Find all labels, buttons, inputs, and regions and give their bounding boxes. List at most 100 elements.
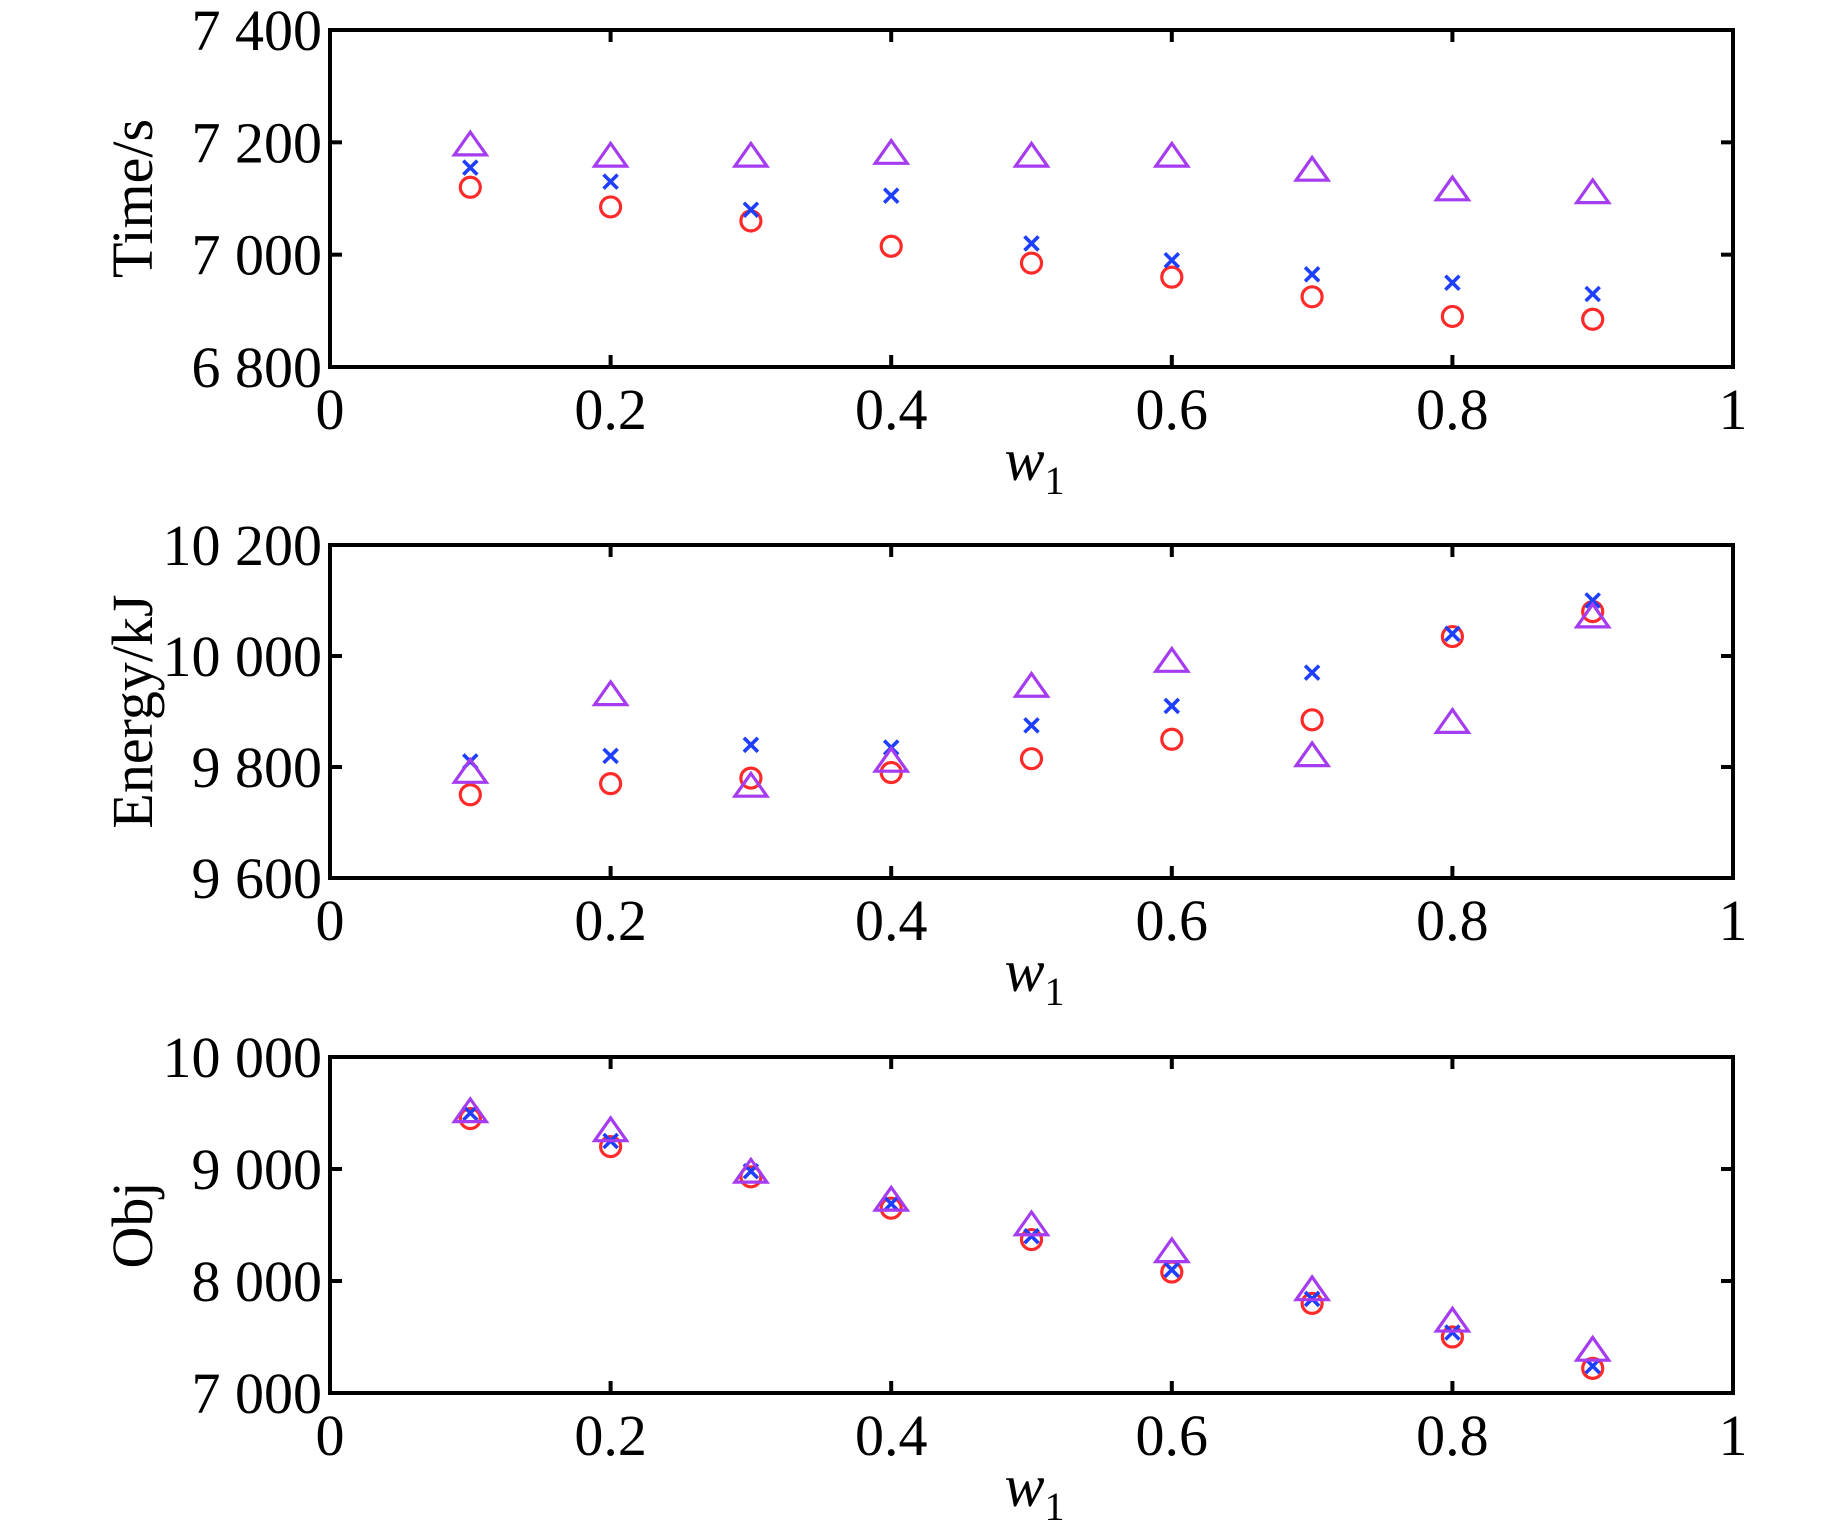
cross-point [882,187,900,204]
circle-point [879,234,903,258]
plot-frame [328,543,1735,880]
x-tick-label: 0.6 [1136,888,1209,953]
y-tick-label: 7 000 [192,223,323,288]
triangle-point [451,129,490,157]
y-tick-label: 9 800 [192,735,323,800]
triangle-point [1152,645,1191,673]
triangle-point [451,756,490,784]
triangle-point [731,140,770,168]
cross-point [1584,592,1601,609]
circle-point [458,783,482,807]
triangle-point [1152,1236,1191,1264]
circle-point [598,195,623,219]
cross-point [882,1195,900,1212]
x-tick-label: 0.4 [855,888,928,953]
x-axis-label: w1 [1004,1453,1064,1520]
circle-point [1300,1291,1324,1316]
triangle-point [1012,670,1051,698]
cross-point [1163,252,1181,269]
circle-point [1440,304,1465,329]
cross-point [742,736,760,754]
x-tick-label: 1 [1719,888,1748,953]
y-tick-label: 9 600 [192,846,323,911]
circle-point [1581,307,1605,331]
plot-frame [328,1055,1735,1395]
x-tick-label: 0.2 [574,888,647,953]
x-tick-label: 0.4 [855,1403,928,1468]
triangle-point [1573,601,1612,629]
circle-point [1019,1227,1044,1252]
triangle-point [872,745,911,773]
circle-point [1019,747,1044,771]
triangle-point [731,1156,770,1184]
cross-point [462,159,479,176]
cross-point [602,173,619,190]
triangle-point [1293,154,1332,182]
triangle-point [591,679,630,707]
y-axis-label: Obj [100,1182,165,1269]
x-tick-label: 0.8 [1416,888,1489,953]
y-tick-label: 10 000 [163,624,323,689]
x-tick-label: 1 [1719,377,1748,442]
cross-point [1303,664,1321,681]
circle-point [1160,727,1184,751]
y-axis-label: Time/s [100,119,165,278]
chart-panel-1: 0 0.2 0.4 0.6 0.8 1 6 800 7 000 7 200 7 400 Time/s… [100,0,1748,503]
x-tick-label: 0.2 [574,1403,647,1468]
x-tick-label: 0.8 [1416,1403,1489,1468]
triangle-point [1293,740,1332,768]
circle-point [739,1165,763,1189]
triangle-point [1293,1274,1332,1302]
circle-point [1300,708,1324,732]
cross-point [742,201,760,219]
triangle-point [1433,174,1472,202]
circle-point [598,772,623,796]
x-tick-label: 0 [316,1403,345,1468]
cross-point [1584,285,1601,303]
triangle-point [1573,177,1612,205]
circle-point [598,1134,623,1159]
triangle-point [451,1096,490,1124]
plot-frame [328,28,1735,369]
circle-point [458,175,482,199]
circle-point [458,1106,482,1131]
y-tick-label: 6 800 [192,335,323,400]
triangle-point [1433,706,1472,734]
y-tick-label: 10 200 [163,513,323,578]
y-axis-label: Energy/kJ [100,594,165,828]
x-tick-label: 0.6 [1136,1403,1209,1468]
chart-panel-3: 0 0.2 0.4 0.6 0.8 1 7 000 8 000 9 000 10 000 Obj w1 [100,1025,1748,1520]
circle-point [739,209,763,233]
cross-point [1163,697,1181,715]
cross-point [462,1104,479,1122]
triangle-point [591,140,630,168]
circle-point [739,766,763,790]
y-tick-label: 7 400 [192,0,323,63]
triangle-point [1573,1334,1612,1362]
triangle-point [591,1115,630,1143]
cross-point [1023,235,1040,252]
x-tick-label: 0.8 [1416,377,1489,442]
y-tick-label: 7 000 [192,1361,323,1426]
x-tick-label: 0 [316,377,345,442]
x-tick-label: 0.2 [574,377,647,442]
x-axis-label: w1 [1004,938,1064,1014]
circle-point [1440,1325,1465,1349]
x-tick-label: 0.4 [855,377,928,442]
cross-point [602,747,619,765]
x-tick-label: 0.6 [1136,377,1209,442]
circle-point [1581,1356,1605,1380]
triangle-point [1433,1305,1472,1333]
triangle-point [1012,1209,1051,1237]
circle-point [1440,624,1465,649]
triangle-point [872,1184,911,1212]
y-tick-label: 10 000 [163,1025,323,1090]
x-tick-label: 1 [1719,1403,1748,1468]
cross-point [1444,625,1461,643]
circle-point [879,1196,903,1220]
y-tick-label: 8 000 [192,1249,323,1314]
circle-point [1300,285,1324,309]
x-axis-label: w1 [1004,427,1064,503]
triangle-point [1152,140,1191,168]
